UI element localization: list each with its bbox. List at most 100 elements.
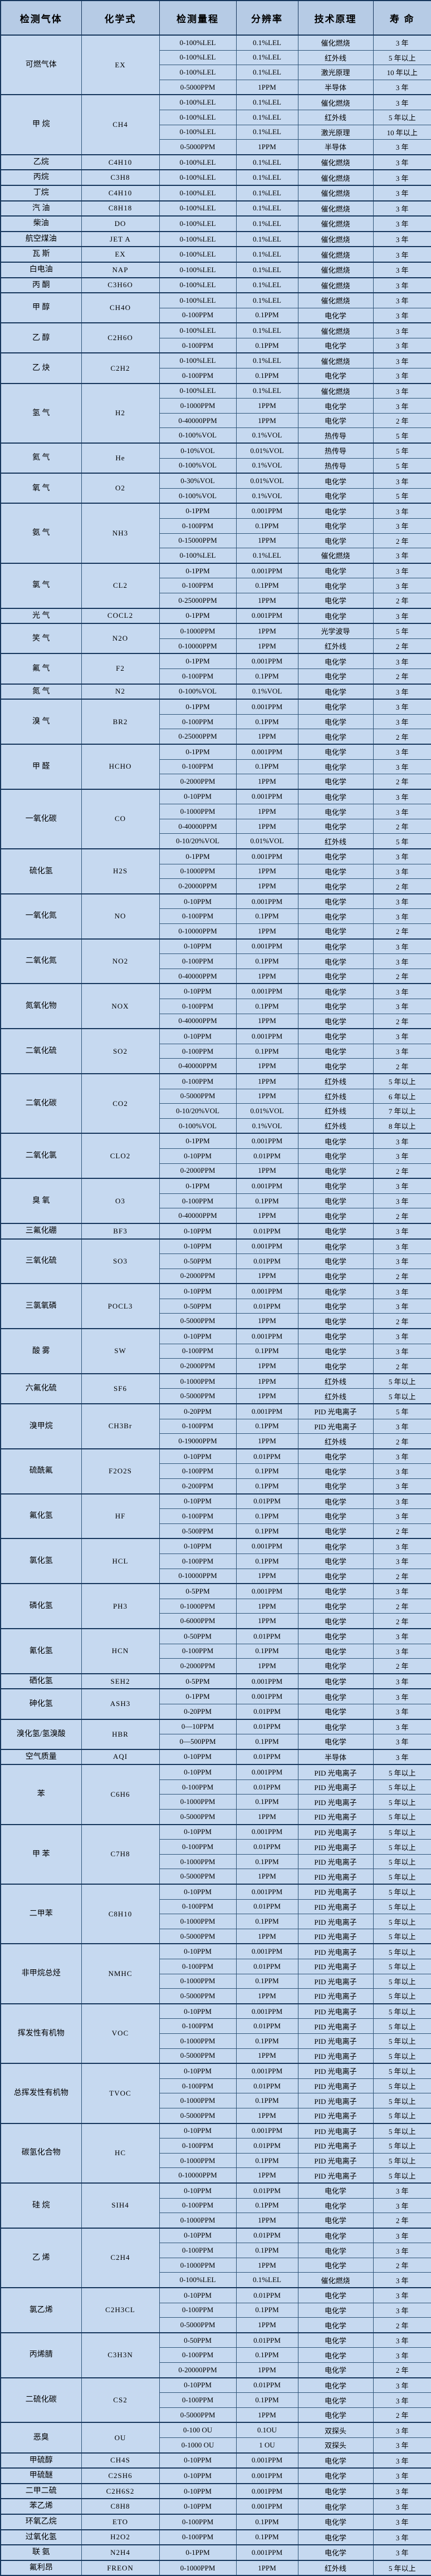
range-cell: 0—500PPM xyxy=(159,1734,237,1750)
resolution-cell: 0.1%LEL xyxy=(236,94,298,110)
principle-cell: 电化学 xyxy=(297,1358,374,1374)
resolution-cell: 0.1PPM xyxy=(236,2243,298,2258)
gas-name-cell: 光 气 xyxy=(0,607,82,624)
lifetime-cell: 3 年 xyxy=(373,1028,431,1044)
principle-cell: 双探头 xyxy=(297,2437,374,2454)
principle-cell: 电化学 xyxy=(297,923,374,940)
range-cell: 0-10PPM xyxy=(159,983,237,1000)
lifetime-cell: 3 年 xyxy=(373,893,431,910)
formula-cell: JET A xyxy=(81,230,160,247)
principle-cell: 电化学 xyxy=(297,1283,374,1299)
range-cell: 0-100PPM xyxy=(159,999,237,1014)
resolution-cell: 0.1PPM xyxy=(236,2198,298,2214)
spec-row: 溴甲烷 CH3Br 0-20PPM 0.001PPM PID 光电离子 5 年 xyxy=(0,1403,431,1449)
range-cell: 0-20000PPM xyxy=(159,2362,237,2378)
resolution-cell: 0.01PPM xyxy=(236,1718,298,1735)
resolution-cell: 0.1%LEL xyxy=(236,548,298,564)
formula-cell: HCL xyxy=(81,1538,160,1584)
resolution-cell: 0.1PPM xyxy=(236,1523,298,1539)
lifetime-cell: 2 年 xyxy=(373,1013,431,1029)
range-cell: 0-10PPM xyxy=(159,2377,237,2393)
principle-cell: 电化学 xyxy=(297,578,374,593)
principle-cell: PID 光电离子 xyxy=(297,2167,374,2184)
principle-cell: 光学波导 xyxy=(297,623,374,639)
principle-cell: 电化学 xyxy=(297,2392,374,2408)
range-cell: 0-10PPM xyxy=(159,2182,237,2199)
spec-row: 光 气 COCL2 0-1PPM 0.001PPM 电化学 3 年 xyxy=(0,607,431,624)
lifetime-cell: 5 年 xyxy=(373,623,431,639)
principle-cell: 电化学 xyxy=(297,1538,374,1554)
principle-cell: 电化学 xyxy=(297,743,374,760)
formula-cell: C3H6O xyxy=(81,277,160,293)
spec-row: 二氧化氯 CLO2 0-1PPM 0.001PPM 电化学 3 年 xyxy=(0,1133,431,1179)
resolution-cell: 0.01%VOL xyxy=(236,443,298,459)
spec-row: 0-100%VOL 0.1%VOL 红外线 8 年以上 xyxy=(1,1118,431,1134)
lifetime-cell: 5 年以上 xyxy=(373,1884,431,1900)
range-cell: 0-1000PPM xyxy=(159,804,237,819)
principle-cell: PID 光电离子 xyxy=(297,1794,374,1810)
principle-cell: 电化学 xyxy=(297,1238,374,1255)
range-cell: 0-20PPM xyxy=(159,1703,237,1720)
resolution-cell: 1PPM xyxy=(236,1658,298,1674)
range-cell: 0-50PPM xyxy=(159,1253,237,1269)
resolution-cell: 1PPM xyxy=(236,592,298,609)
principle-cell: 催化燃烧 xyxy=(297,548,374,564)
spec-row: 0-100PPM 0.1PPM 电化学 3 年 xyxy=(1,714,431,730)
range-cell: 0-40000PPM xyxy=(159,1058,237,1074)
lifetime-cell: 3 年 xyxy=(373,1238,431,1255)
principle-cell: 电化学 xyxy=(297,2467,374,2484)
lifetime-cell: 3 年 xyxy=(373,2498,431,2515)
principle-cell: 电化学 xyxy=(297,893,374,910)
lifetime-cell: 2 年 xyxy=(373,592,431,609)
principle-cell: 催化燃烧 xyxy=(297,184,374,201)
resolution-cell: 1PPM xyxy=(236,1208,298,1224)
lifetime-cell: 5 年 xyxy=(373,458,431,474)
spec-row: 酸 雾 SW 0-10PPM 0.001PPM 电化学 3 年 xyxy=(0,1328,431,1374)
principle-cell: 电化学 xyxy=(297,1178,374,1194)
range-cell: 0-10PPM xyxy=(159,2287,237,2303)
lifetime-cell: 3 年 xyxy=(373,683,431,700)
spec-row: 丙 酮 C3H6O 0-100%LEL 0.1%LEL 催化燃烧 3 年 xyxy=(0,277,431,293)
spec-row: 0-100PPM 0.1PPM 电化学 3 年 xyxy=(1,368,431,384)
principle-cell: PID 光电离子 xyxy=(297,2078,374,2094)
formula-cell: BF3 xyxy=(81,1222,160,1239)
range-cell: 0-100 OU xyxy=(159,2422,237,2439)
resolution-cell: 1PPM xyxy=(236,804,298,819)
range-cell: 0-10%VOL xyxy=(159,443,237,459)
spec-row: 甲 醇 CH4O 0-100%LEL 0.1%LEL 催化燃烧 3 年 xyxy=(0,292,431,323)
spec-row: 0-25000PPM 1PPM 电化学 2 年 xyxy=(1,729,431,745)
lifetime-cell: 3 年 xyxy=(373,788,431,805)
range-cell: 0-1000PPM xyxy=(159,2213,237,2229)
resolution-cell: 1PPM xyxy=(236,1268,298,1284)
lifetime-cell: 3 年 xyxy=(373,999,431,1014)
formula-cell: CH4 xyxy=(81,94,160,155)
range-cell: 0—10PPM xyxy=(159,1718,237,1735)
range-cell: 0-5000PPM xyxy=(159,1088,237,1104)
lifetime-cell: 3 年 xyxy=(373,1718,431,1735)
range-cell: 0-100%VOL xyxy=(159,458,237,474)
spec-row: 二甲苯 C8H10 0-10PPM 0.001PPM PID 光电离子 5 年以上 xyxy=(0,1884,431,1944)
spec-row: 0-100PPM 0.1PPM 电化学 3 年 xyxy=(1,2347,431,2363)
lifetime-cell: 5 年以上 xyxy=(373,2138,431,2154)
resolution-cell: 1PPM xyxy=(236,1058,298,1074)
resolution-cell: 1PPM xyxy=(236,1088,298,1104)
gas-name-cell: 一氧化氮 xyxy=(0,893,82,940)
resolution-cell: 0.001PPM xyxy=(236,1178,298,1194)
lifetime-cell: 10 年以上 xyxy=(373,65,431,80)
range-cell: 0-5PPM xyxy=(159,1583,237,1599)
range-cell: 0-100PPM xyxy=(159,714,237,730)
range-cell: 0-100%LEL xyxy=(159,169,237,186)
principle-cell: PID 光电离子 xyxy=(297,1959,374,1974)
formula-cell: ASH3 xyxy=(81,1688,160,1720)
resolution-cell: 0.1%LEL xyxy=(236,382,298,399)
lifetime-cell: 8 年以上 xyxy=(373,1118,431,1134)
gas-name-cell: 过氧化氢 xyxy=(0,2529,82,2545)
range-cell: 0-100PPM xyxy=(159,2018,237,2034)
resolution-cell: 1PPM xyxy=(236,968,298,984)
resolution-cell: 1 OU xyxy=(236,2437,298,2454)
range-cell: 0-100%LEL xyxy=(159,2272,237,2288)
resolution-cell: 1PPM xyxy=(236,623,298,639)
resolution-cell: 0.1PPM xyxy=(236,2392,298,2408)
resolution-cell: 0.01PPM xyxy=(236,1959,298,1974)
resolution-cell: 0.1PPM xyxy=(236,2033,298,2049)
